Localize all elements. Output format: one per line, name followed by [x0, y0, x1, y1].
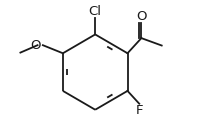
- Text: O: O: [30, 39, 41, 52]
- Text: O: O: [136, 10, 147, 23]
- Text: Cl: Cl: [89, 5, 102, 18]
- Text: F: F: [135, 104, 143, 117]
